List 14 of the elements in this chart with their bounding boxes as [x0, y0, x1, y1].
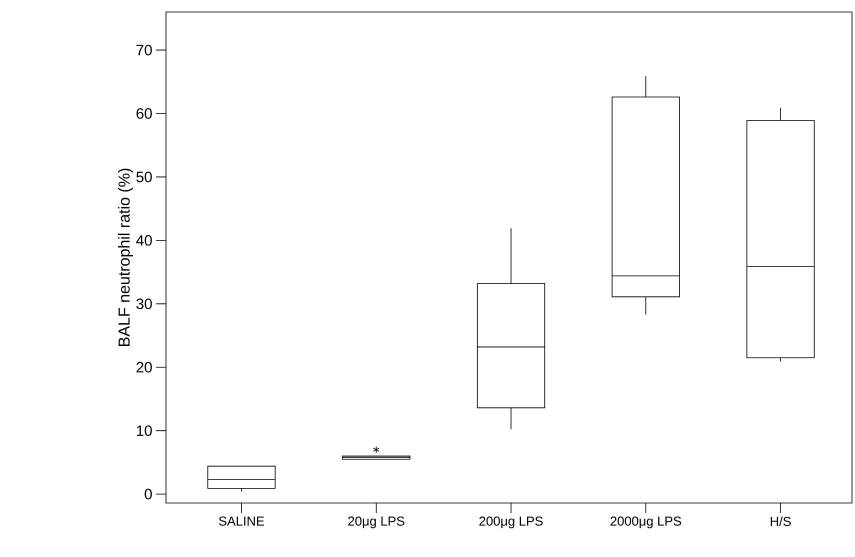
x-tick-label: 200μg LPS — [479, 516, 543, 528]
x-tick-label: H/S — [770, 516, 791, 526]
y-axis-title: BALF neutrophil ratio (%) — [118, 168, 133, 346]
y-tick-label: 0 — [144, 488, 152, 500]
x-tick-label: 20μg LPS — [348, 516, 404, 528]
y-tick-label: 30 — [136, 298, 152, 310]
y-tick-label: 20 — [136, 362, 152, 373]
y-tick-label: 10 — [136, 425, 152, 436]
y-tick-label: 60 — [136, 108, 152, 119]
y-tick-label: 40 — [136, 235, 152, 246]
x-tick-label: 2000μg LPS — [610, 516, 682, 528]
y-tick-label: 70 — [136, 44, 152, 56]
y-tick-label: 50 — [136, 172, 152, 182]
x-tick-label: SALINE — [218, 516, 264, 526]
